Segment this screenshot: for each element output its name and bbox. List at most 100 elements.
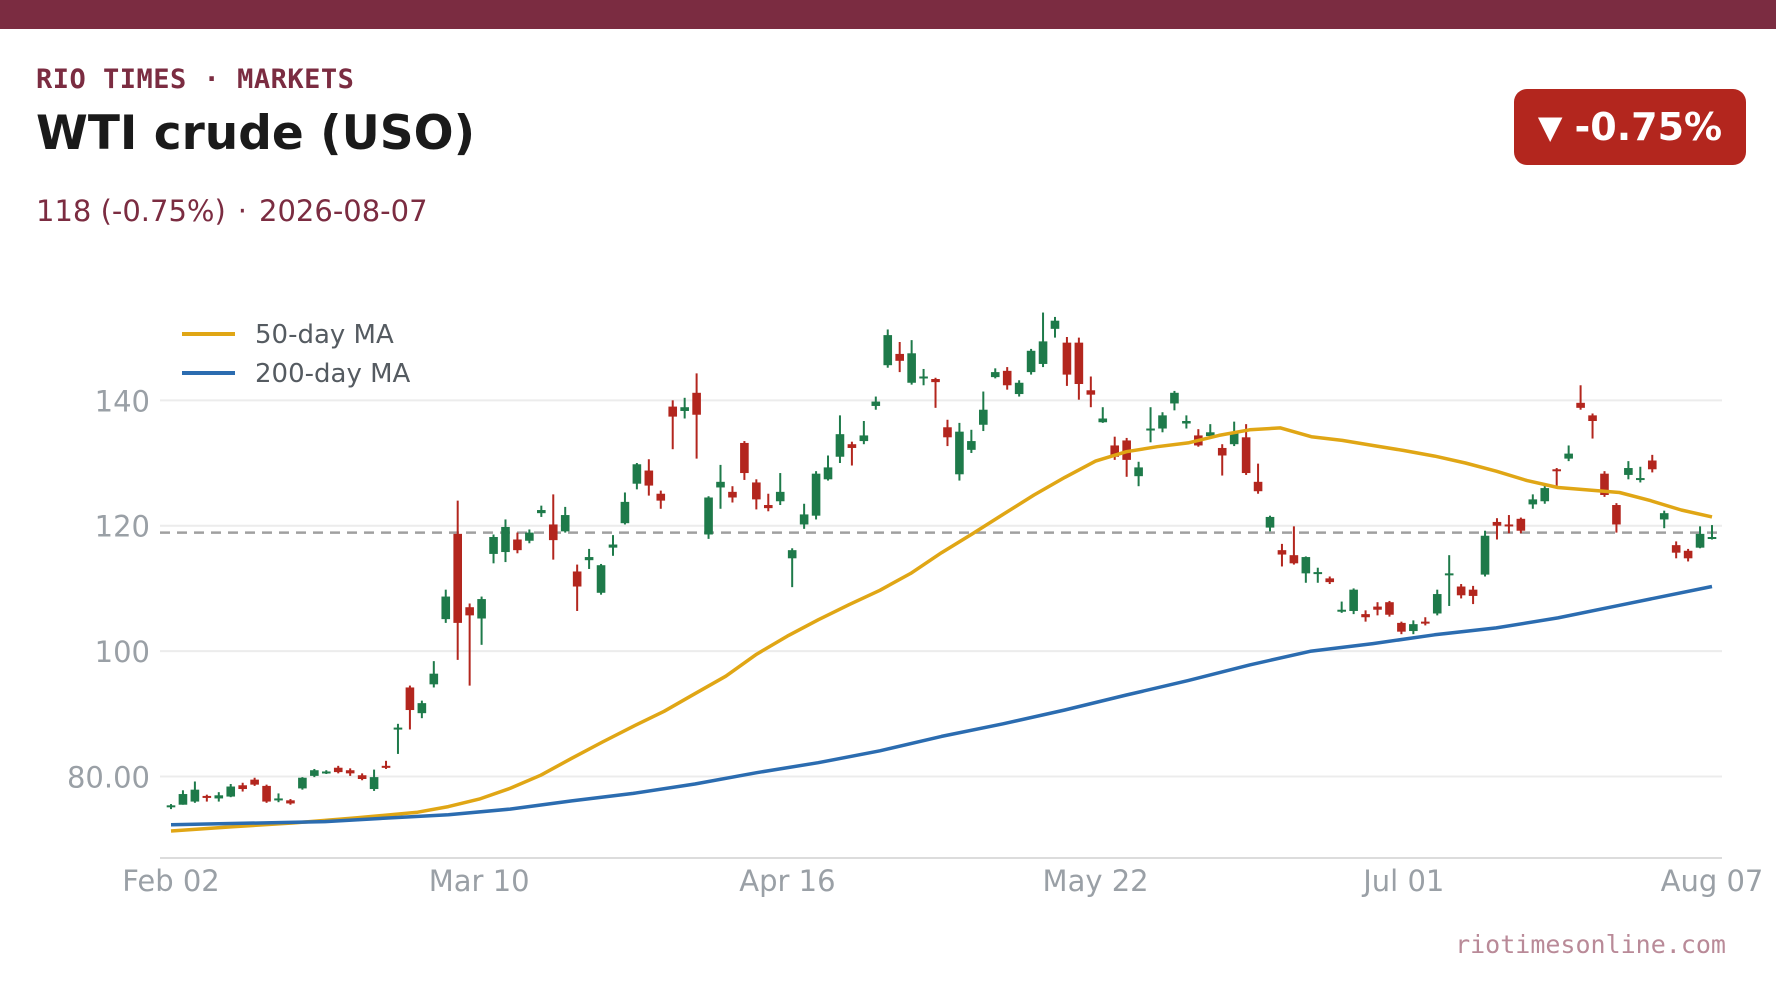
candle-body <box>811 473 821 516</box>
candle-body <box>931 378 940 383</box>
candle-body <box>1397 622 1406 632</box>
candle-body <box>238 785 247 790</box>
candle-body <box>871 401 881 406</box>
candle <box>429 661 439 688</box>
candle <box>1361 610 1370 622</box>
candle-body <box>680 407 689 411</box>
candle-body <box>1098 418 1108 423</box>
candle-body <box>895 353 904 361</box>
x-tick-label: Feb 02 <box>122 864 219 898</box>
candle <box>1588 413 1597 439</box>
candle-body <box>1134 467 1143 477</box>
candle <box>1421 617 1430 626</box>
candle-body <box>333 767 343 773</box>
candle-body <box>752 482 761 500</box>
candle-body <box>393 727 403 730</box>
candle <box>548 494 558 560</box>
candle <box>620 492 630 525</box>
candle <box>680 397 689 419</box>
candle <box>525 529 534 544</box>
candle-body <box>190 789 200 802</box>
ma50-line <box>170 426 1713 833</box>
candle-body <box>740 442 749 474</box>
candle <box>1480 530 1490 577</box>
candle <box>1671 541 1681 559</box>
page-title: WTI crude (USO) <box>36 106 476 161</box>
candle <box>990 368 1000 379</box>
candle-body <box>692 392 701 415</box>
candle <box>560 506 570 533</box>
candle-body <box>1636 478 1645 481</box>
candle-body <box>1026 350 1036 373</box>
candle-body <box>1146 428 1155 431</box>
candle-body <box>907 353 916 383</box>
candle-body <box>1086 390 1096 395</box>
candle-body <box>226 786 236 797</box>
candle <box>931 377 940 408</box>
candle <box>847 441 857 466</box>
candle <box>704 496 713 539</box>
y-tick-label: 140 <box>95 384 150 418</box>
candle-body <box>1456 586 1466 596</box>
x-tick-label: Mar 10 <box>429 864 530 898</box>
candle <box>274 793 283 803</box>
candle-body <box>787 550 797 559</box>
candle <box>489 534 498 564</box>
candle-body <box>1205 432 1215 437</box>
candle <box>178 790 188 805</box>
candle <box>1253 463 1263 494</box>
candle-body <box>1385 602 1394 615</box>
candle-body <box>489 536 498 554</box>
candle <box>1050 316 1060 338</box>
candle-body <box>405 687 415 711</box>
candle <box>417 700 427 719</box>
candle-body <box>1659 513 1669 520</box>
candle-body <box>1647 460 1657 470</box>
candle <box>1038 312 1048 368</box>
candle-body <box>716 481 725 488</box>
candle <box>775 473 785 506</box>
candle <box>895 342 904 373</box>
change-badge: ▼ -0.75% <box>1514 89 1746 165</box>
candle <box>1504 515 1514 534</box>
candle-body <box>799 514 809 525</box>
candle-body <box>560 515 570 532</box>
candle-body <box>1337 609 1346 612</box>
candle-body <box>979 409 988 425</box>
candle <box>226 784 236 798</box>
candle-body <box>1480 535 1490 575</box>
candle-body <box>656 493 666 501</box>
x-tick-label: Jul 01 <box>1361 864 1444 898</box>
candle <box>262 784 271 803</box>
candle-body <box>321 771 331 774</box>
candle <box>202 794 212 802</box>
candle-body <box>1074 342 1084 385</box>
brand-bar <box>0 0 1776 29</box>
candle-body <box>513 539 522 551</box>
candle <box>321 770 331 774</box>
candle <box>1301 556 1311 583</box>
chart-grid <box>160 399 1722 859</box>
candle <box>1002 367 1012 390</box>
candle-body <box>381 765 391 768</box>
candle-body <box>608 544 618 548</box>
candle-body <box>1468 589 1478 596</box>
ma200-line <box>170 584 1713 827</box>
candle-body <box>990 372 1000 378</box>
candle <box>405 685 415 730</box>
candle-body <box>1516 518 1526 531</box>
candle <box>919 368 928 386</box>
candle <box>1624 461 1633 480</box>
candle-body <box>1277 550 1287 555</box>
candle <box>1086 376 1096 408</box>
candle-body <box>1229 432 1239 445</box>
candle <box>1277 543 1287 567</box>
candle-body <box>1373 606 1382 610</box>
candle-body <box>1695 533 1705 548</box>
candle-body <box>1050 320 1060 329</box>
candle <box>1074 337 1084 400</box>
legend-label: 200-day MA <box>255 359 411 389</box>
candle <box>441 589 451 623</box>
candle-body <box>859 435 869 442</box>
candle-body <box>453 533 462 623</box>
